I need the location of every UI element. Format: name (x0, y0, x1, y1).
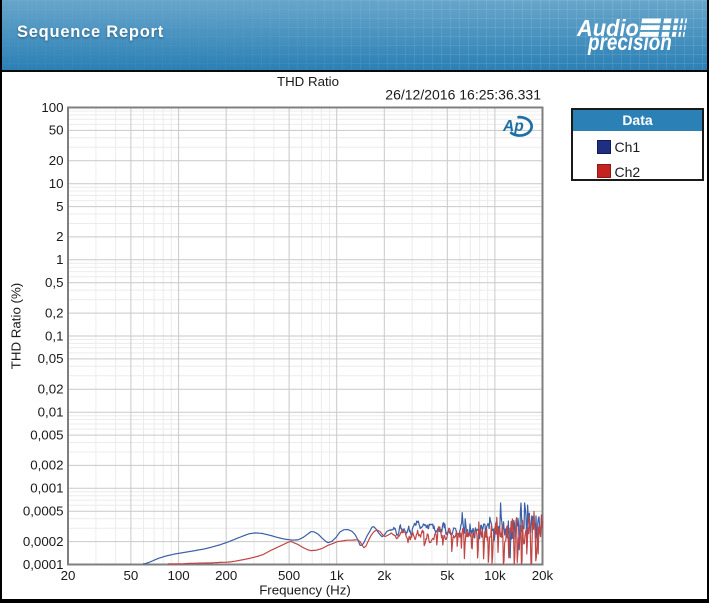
svg-text:0,1: 0,1 (45, 328, 64, 343)
svg-text:0,0002: 0,0002 (23, 534, 64, 549)
svg-text:20: 20 (61, 568, 76, 583)
svg-text:2: 2 (56, 229, 63, 244)
svg-text:50: 50 (124, 568, 139, 583)
svg-text:Ap: Ap (502, 118, 524, 135)
svg-text:THD Ratio (%): THD Ratio (%) (9, 283, 24, 369)
svg-text:0,005: 0,005 (30, 427, 63, 442)
svg-text:0,0001: 0,0001 (23, 557, 64, 572)
svg-text:5k: 5k (440, 568, 454, 583)
svg-text:20k: 20k (532, 568, 554, 583)
svg-text:1k: 1k (330, 568, 344, 583)
svg-text:2k: 2k (377, 568, 391, 583)
svg-text:20: 20 (49, 153, 64, 168)
svg-text:26/12/2016 16:25:36.331: 26/12/2016 16:25:36.331 (385, 87, 541, 103)
svg-text:0,0005: 0,0005 (23, 504, 64, 519)
svg-text:10: 10 (49, 176, 64, 191)
svg-text:200: 200 (215, 568, 237, 583)
svg-text:Audio: Audio (576, 15, 639, 41)
svg-text:5: 5 (56, 199, 63, 214)
svg-text:0,01: 0,01 (38, 405, 64, 420)
svg-text:Frequency (Hz): Frequency (Hz) (259, 582, 351, 597)
svg-text:0,02: 0,02 (38, 382, 64, 397)
svg-text:100: 100 (168, 568, 190, 583)
svg-text:500: 500 (278, 568, 300, 583)
svg-text:1: 1 (56, 252, 63, 267)
svg-text:10k: 10k (484, 568, 506, 583)
svg-text:0,001: 0,001 (30, 481, 63, 496)
svg-text:50: 50 (49, 123, 64, 138)
svg-text:THD Ratio: THD Ratio (277, 74, 339, 89)
svg-text:100: 100 (41, 100, 63, 115)
svg-text:0,5: 0,5 (45, 275, 64, 290)
svg-text:0,2: 0,2 (45, 305, 64, 320)
svg-text:0,05: 0,05 (38, 351, 64, 366)
svg-text:0,002: 0,002 (30, 458, 63, 473)
